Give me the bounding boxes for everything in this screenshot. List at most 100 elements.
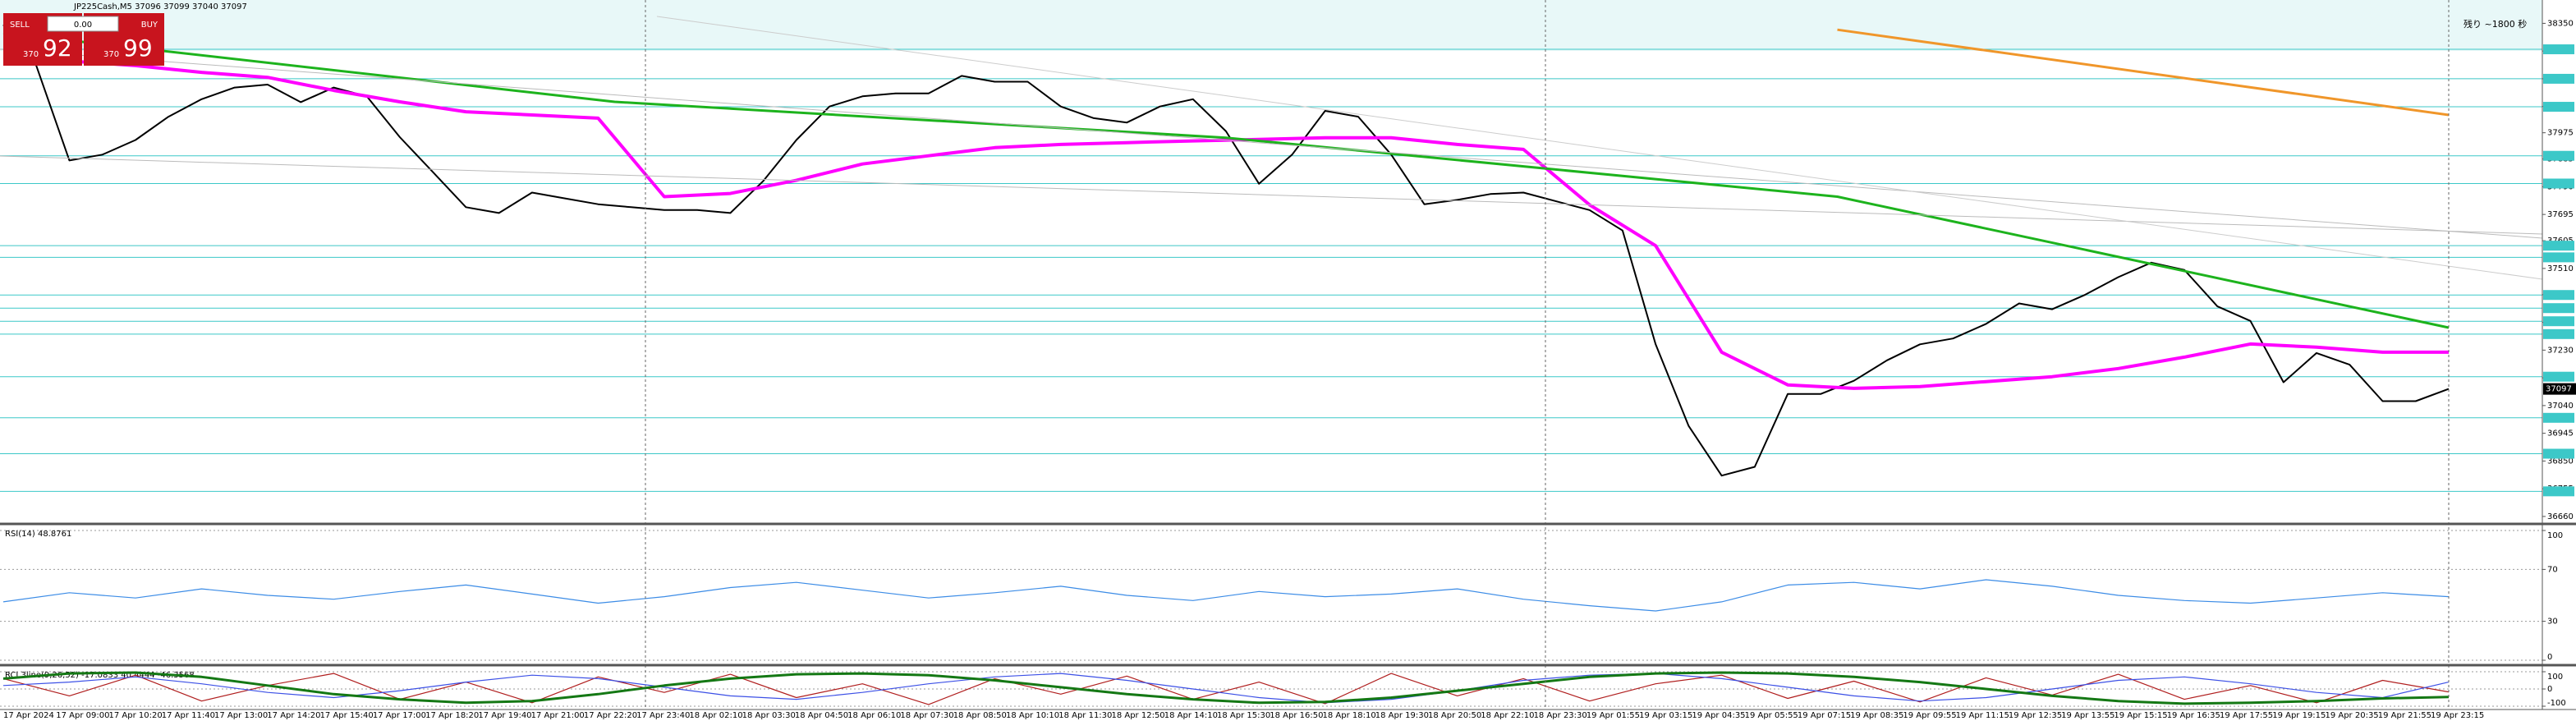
time-label: 19 Apr 23:15 — [2431, 711, 2484, 720]
time-label: 19 Apr 07:15 — [1798, 711, 1851, 720]
time-label: 18 Apr 03:30 — [742, 711, 796, 720]
time-label: 17 Apr 10:20 — [109, 711, 163, 720]
time-label: 19 Apr 16:35 — [2167, 711, 2220, 720]
time-label: 19 Apr 13:55 — [2061, 711, 2115, 720]
buy-label: BUY — [141, 21, 158, 30]
time-label: 19 Apr 08:35 — [1850, 711, 1903, 720]
series-line — [2, 24, 2450, 477]
series-line — [1837, 28, 2450, 117]
y-tick-label: 0 — [2547, 685, 2552, 694]
y-tick-label: 36660 — [2547, 512, 2574, 521]
time-label: 17 Apr 13:00 — [214, 711, 268, 720]
price-level-tag — [2543, 412, 2574, 423]
price-level-tag — [2543, 241, 2574, 251]
time-label: 18 Apr 07:30 — [900, 711, 953, 720]
y-tick-label: 37510 — [2547, 264, 2574, 273]
y-tick-label: 37230 — [2547, 346, 2574, 355]
trend-line — [0, 155, 2543, 235]
price-level-tag — [2543, 303, 2574, 314]
time-label: 18 Apr 15:30 — [1217, 711, 1270, 720]
y-tick-label: 100 — [2547, 531, 2563, 540]
y-tick-label: 37975 — [2547, 129, 2574, 138]
time-label: 17 Apr 23:40 — [636, 711, 690, 720]
price-level-tag — [2543, 448, 2574, 459]
price-level-tag — [2543, 252, 2574, 263]
y-tick-label: 0 — [2547, 653, 2552, 662]
y-tick-label: 36850 — [2547, 457, 2574, 466]
y-tick-label: 100 — [2547, 673, 2563, 682]
time-label: 18 Apr 22:10 — [1481, 711, 1534, 720]
current-price-tag — [2543, 383, 2576, 395]
time-label: 18 Apr 08:50 — [953, 711, 1007, 720]
time-label: 17 Apr 19:40 — [478, 711, 531, 720]
time-label: 18 Apr 12:50 — [1111, 711, 1164, 720]
price-level-tag — [2543, 73, 2574, 84]
lot-input[interactable] — [47, 16, 119, 32]
time-label: 19 Apr 12:35 — [2009, 711, 2062, 720]
trend-line — [656, 16, 2543, 280]
time-label: 18 Apr 19:30 — [1375, 711, 1429, 720]
time-label: 17 Apr 18:20 — [425, 711, 479, 720]
y-tick-label: 37040 — [2547, 402, 2574, 411]
buy-price: 370 — [103, 50, 119, 59]
y-tick-label: 30 — [2547, 618, 2558, 627]
time-label: 17 Apr 14:20 — [267, 711, 320, 720]
price-level-tag — [2543, 44, 2574, 55]
price-level-tag — [2543, 371, 2574, 382]
time-label: 17 Apr 09:00 — [56, 711, 109, 720]
y-tick-label: 37695 — [2547, 210, 2574, 219]
time-label: 19 Apr 09:55 — [1903, 711, 1956, 720]
time-label: 19 Apr 21:55 — [2378, 711, 2431, 720]
time-label: 19 Apr 05:55 — [1745, 711, 1798, 720]
time-label: 18 Apr 18:10 — [1323, 711, 1376, 720]
symbol-header: JP225Cash,M5 37096 37099 37040 37097 — [73, 2, 247, 11]
pane-title: RSI(14) 48.8761 — [5, 530, 71, 539]
time-label: 19 Apr 17:55 — [2220, 711, 2273, 720]
time-label: 18 Apr 16:50 — [1270, 711, 1323, 720]
time-label: 18 Apr 23:30 — [1534, 711, 1587, 720]
current-price-label: 37097 — [2546, 385, 2572, 394]
time-label: 17 Apr 21:00 — [531, 711, 585, 720]
series-line — [2, 579, 2450, 612]
time-label: 18 Apr 04:50 — [795, 711, 848, 720]
time-label: 17 Apr 2024 — [3, 711, 54, 720]
sell-pips: 92 — [43, 34, 72, 62]
series-line — [2, 673, 2450, 705]
trend-line — [0, 48, 2543, 239]
y-tick-label: 38350 — [2547, 19, 2574, 28]
series-line — [2, 31, 2450, 329]
sell-price: 370 — [23, 50, 39, 59]
sell-label: SELL — [10, 21, 30, 30]
time-label: 18 Apr 10:10 — [1006, 711, 1059, 720]
time-label: 19 Apr 19:15 — [2272, 711, 2326, 720]
time-label: 17 Apr 22:20 — [584, 711, 637, 720]
price-level-tag — [2543, 150, 2574, 161]
time-label: 19 Apr 04:35 — [1692, 711, 1745, 720]
time-label: 18 Apr 11:30 — [1058, 711, 1112, 720]
lot-value: 0.00 — [74, 21, 92, 30]
time-label: 19 Apr 11:15 — [1956, 711, 2009, 720]
time-label: 19 Apr 15:15 — [2114, 711, 2167, 720]
top-band — [0, 0, 2542, 51]
time-label: 17 Apr 11:40 — [162, 711, 215, 720]
price-level-tag — [2543, 178, 2574, 189]
price-level-tag — [2543, 486, 2574, 497]
time-label: 17 Apr 15:40 — [320, 711, 374, 720]
price-level-tag — [2543, 316, 2574, 327]
time-label: 18 Apr 06:10 — [847, 711, 901, 720]
y-tick-label: 36945 — [2547, 429, 2574, 439]
time-label: 19 Apr 01:55 — [1586, 711, 1640, 720]
y-tick-label: 70 — [2547, 565, 2558, 574]
time-label: 19 Apr 20:35 — [2325, 711, 2378, 720]
series-line — [2, 673, 2450, 704]
y-tick-label: -100 — [2547, 699, 2566, 708]
buy-pips: 99 — [123, 34, 153, 62]
time-label: 18 Apr 20:50 — [1428, 711, 1481, 720]
timer: 残り ~1800 秒 — [2464, 18, 2527, 30]
time-label: 18 Apr 14:10 — [1164, 711, 1218, 720]
pane-title: RCI 3line(9,26,52) -17.0833 40.4444 -46.… — [5, 671, 195, 680]
trade-panel: SELL 0.00 BUY 370 92 370 99 — [3, 13, 164, 66]
price-level-tag — [2543, 290, 2574, 301]
